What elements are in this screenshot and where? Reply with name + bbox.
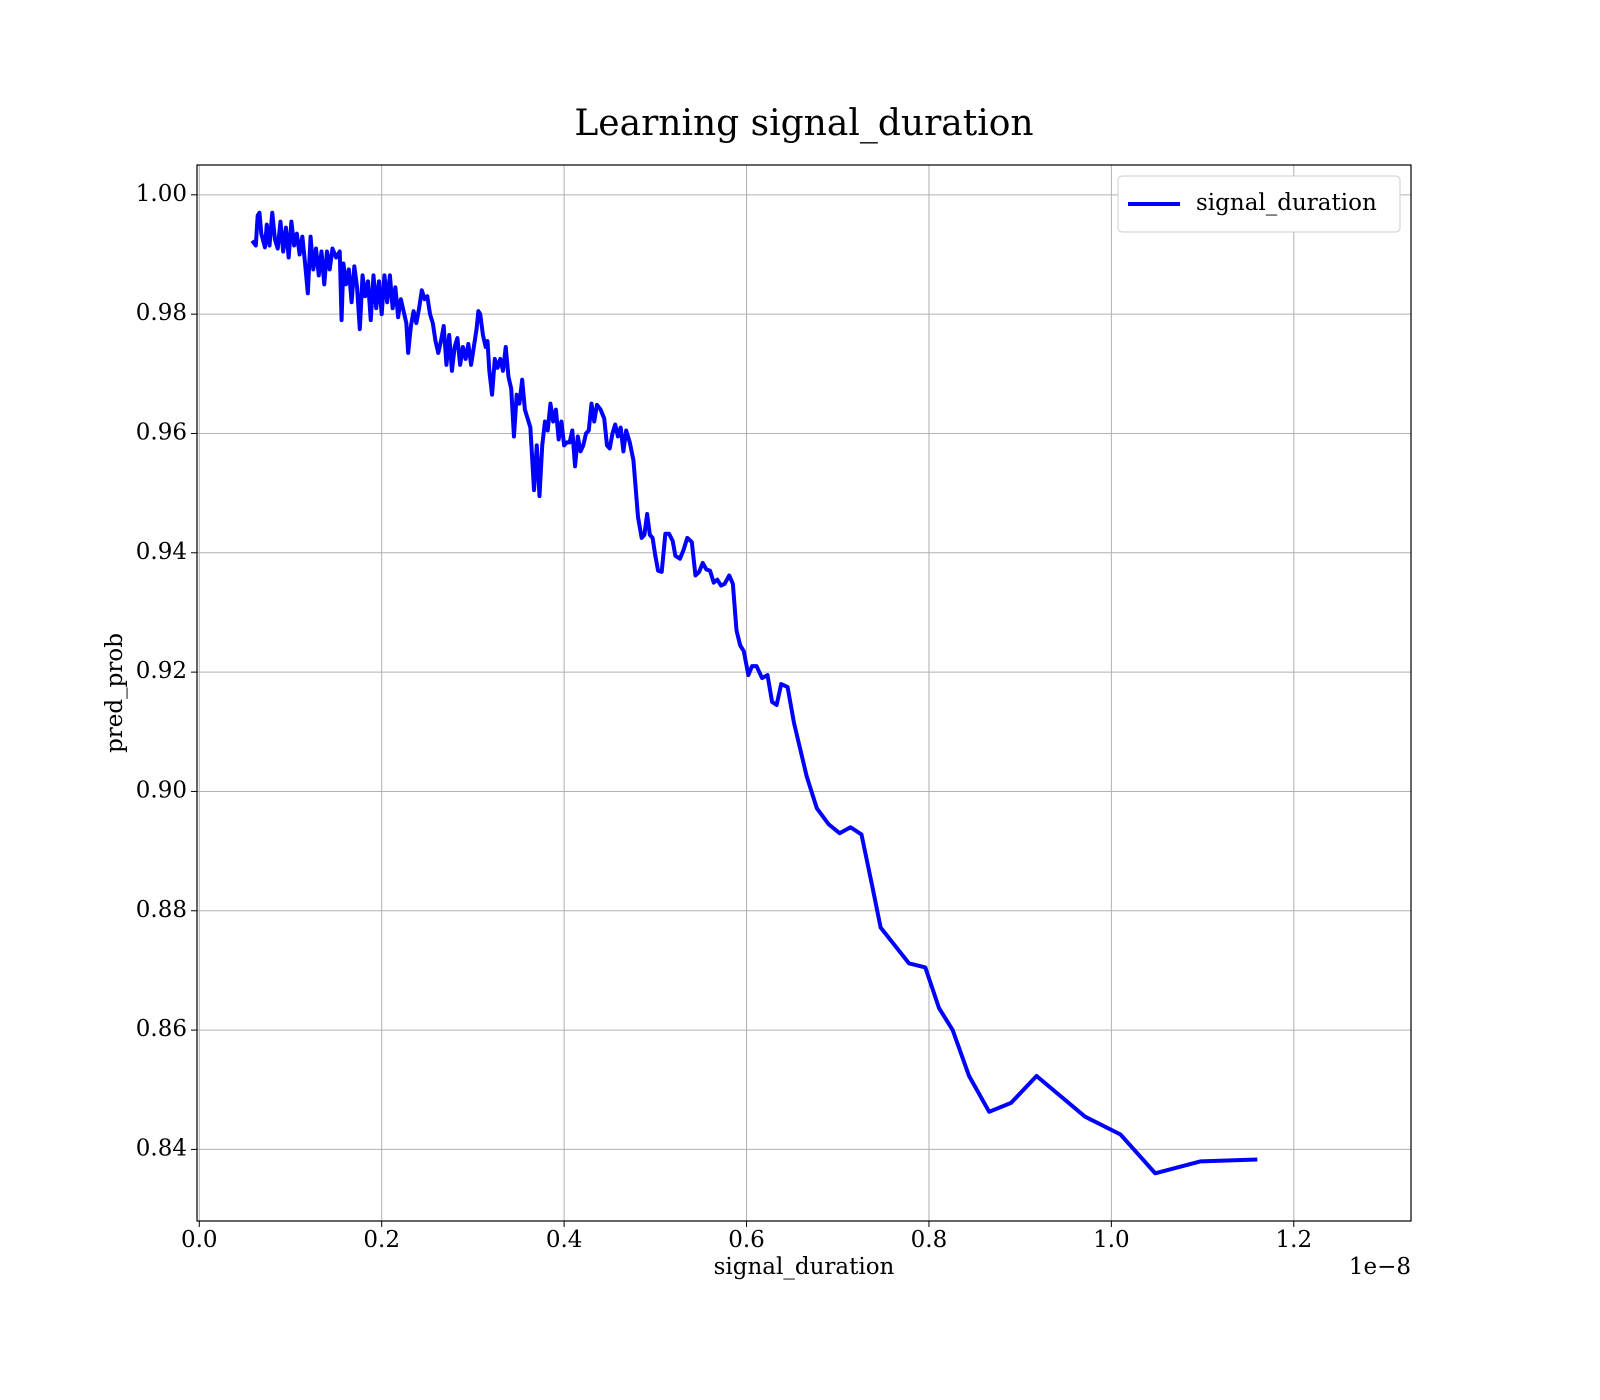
y-tick-label: 0.94	[136, 539, 187, 565]
x-tick-label: 0.2	[363, 1227, 400, 1253]
x-tick-label: 1.2	[1276, 1227, 1313, 1253]
chart-title: Learning signal_duration	[574, 103, 1033, 144]
x-axis-label: signal_duration	[714, 1254, 895, 1280]
x-tick-label: 0.0	[181, 1227, 218, 1253]
y-tick-label: 1.00	[136, 181, 187, 207]
y-tick-label: 0.88	[136, 897, 187, 923]
legend-label: signal_duration	[1196, 190, 1377, 216]
plot-frame	[196, 164, 1412, 1222]
x-tick-label: 0.6	[728, 1227, 765, 1253]
y-axis-label: pred_prob	[102, 633, 128, 753]
y-tick-label: 0.86	[136, 1016, 187, 1042]
x-tick-label: 0.8	[911, 1227, 948, 1253]
x-tick-label: 0.4	[546, 1227, 583, 1253]
y-tick-label: 0.90	[136, 777, 187, 803]
x-tick-label: 1.0	[1093, 1227, 1130, 1253]
y-tick-label: 0.96	[136, 419, 187, 445]
x-offset: 1e−8	[1349, 1254, 1411, 1280]
y-tick-label: 0.98	[136, 300, 187, 326]
line-series	[250, 210, 1258, 1176]
y-tick-label: 0.84	[136, 1135, 187, 1161]
legend-box	[1117, 175, 1401, 233]
y-tick-label: 0.92	[136, 658, 187, 684]
